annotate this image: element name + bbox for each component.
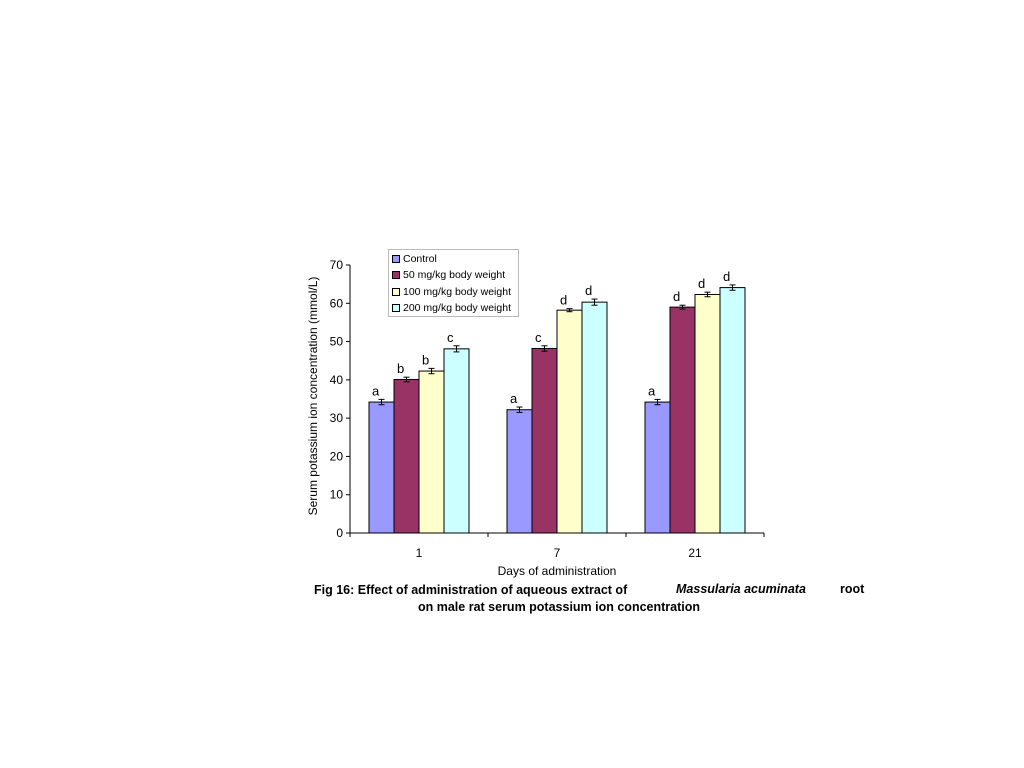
significance-label: c [447, 330, 454, 345]
significance-label: d [723, 269, 730, 284]
error-bar [516, 406, 523, 413]
legend-item-50mg: 50 mg/kg body weight [392, 268, 505, 282]
x-tick-label: 7 [554, 546, 561, 560]
bar [581, 301, 608, 534]
significance-label: b [397, 361, 404, 376]
bar [556, 309, 583, 534]
x-axis-label: Days of administration [498, 564, 617, 578]
legend-swatch-control [392, 255, 400, 263]
y-axis-label: Serum potassium ion concentration (mmol/… [306, 277, 320, 516]
legend-swatch-100mg [392, 288, 400, 296]
legend-swatch-50mg [392, 271, 400, 279]
significance-label: d [585, 283, 592, 298]
y-tick-label: 50 [330, 335, 344, 349]
bar [531, 347, 558, 534]
bar [393, 378, 420, 534]
error-bar [591, 298, 598, 306]
error-bar [428, 367, 435, 375]
bar [669, 306, 696, 534]
y-tick-label: 60 [330, 296, 344, 310]
significance-label: a [648, 383, 656, 398]
error-bar [541, 345, 548, 352]
significance-label: a [510, 391, 518, 406]
y-tick-label: 40 [330, 373, 344, 387]
error-bar [704, 291, 711, 298]
chart-legend: Control 50 mg/kg body weight 100 mg/kg b… [388, 249, 519, 317]
legend-label-50mg: 50 mg/kg body weight [403, 269, 506, 281]
significance-label: d [698, 276, 705, 291]
bar [644, 401, 671, 534]
bar [418, 370, 445, 534]
bar [443, 348, 470, 534]
figure-caption-root: root [840, 582, 865, 596]
bar [694, 293, 721, 534]
figure-caption-line1: Fig 16: Effect of administration of aque… [314, 583, 628, 597]
error-bar [679, 304, 686, 310]
legend-item-100mg: 100 mg/kg body weight [392, 285, 511, 299]
significance-label: d [673, 289, 680, 304]
y-tick-label: 10 [330, 488, 344, 502]
error-bar [654, 398, 661, 406]
error-bar [378, 398, 385, 406]
significance-label: b [422, 352, 429, 367]
legend-label-100mg: 100 mg/kg body weight [403, 286, 511, 298]
significance-label: d [560, 293, 567, 308]
legend-label-200mg: 200 mg/kg body weight [403, 302, 511, 314]
axes-layer [346, 264, 765, 537]
legend-item-200mg: 200 mg/kg body weight [392, 301, 511, 315]
y-tick-label: 20 [330, 449, 344, 463]
y-tick-label: 0 [336, 526, 343, 540]
legend-swatch-200mg [392, 304, 400, 312]
x-tick-label: 1 [416, 546, 423, 560]
figure-caption-species: Massularia acuminata [676, 582, 806, 596]
bars-layer [368, 287, 746, 534]
error-bar [566, 308, 573, 313]
significance-label: a [372, 383, 380, 398]
figure-caption-line2: on male rat serum potassium ion concentr… [418, 600, 701, 614]
legend-label-control: Control [403, 253, 437, 265]
bar [719, 287, 746, 534]
error-bar [403, 376, 410, 383]
bar [506, 409, 533, 534]
y-tick-label: 70 [330, 258, 344, 272]
error-bar [729, 284, 736, 291]
x-tick-label: 21 [688, 546, 702, 560]
y-tick-label: 30 [330, 411, 344, 425]
error-bar [453, 345, 460, 353]
legend-item-control: Control [392, 252, 437, 266]
bar [368, 401, 395, 534]
significance-label: c [535, 330, 542, 345]
labels-layer: 0 10 20 30 40 50 60 70 a b b c 1 a c d d 7 a d d d 21 [330, 258, 736, 560]
